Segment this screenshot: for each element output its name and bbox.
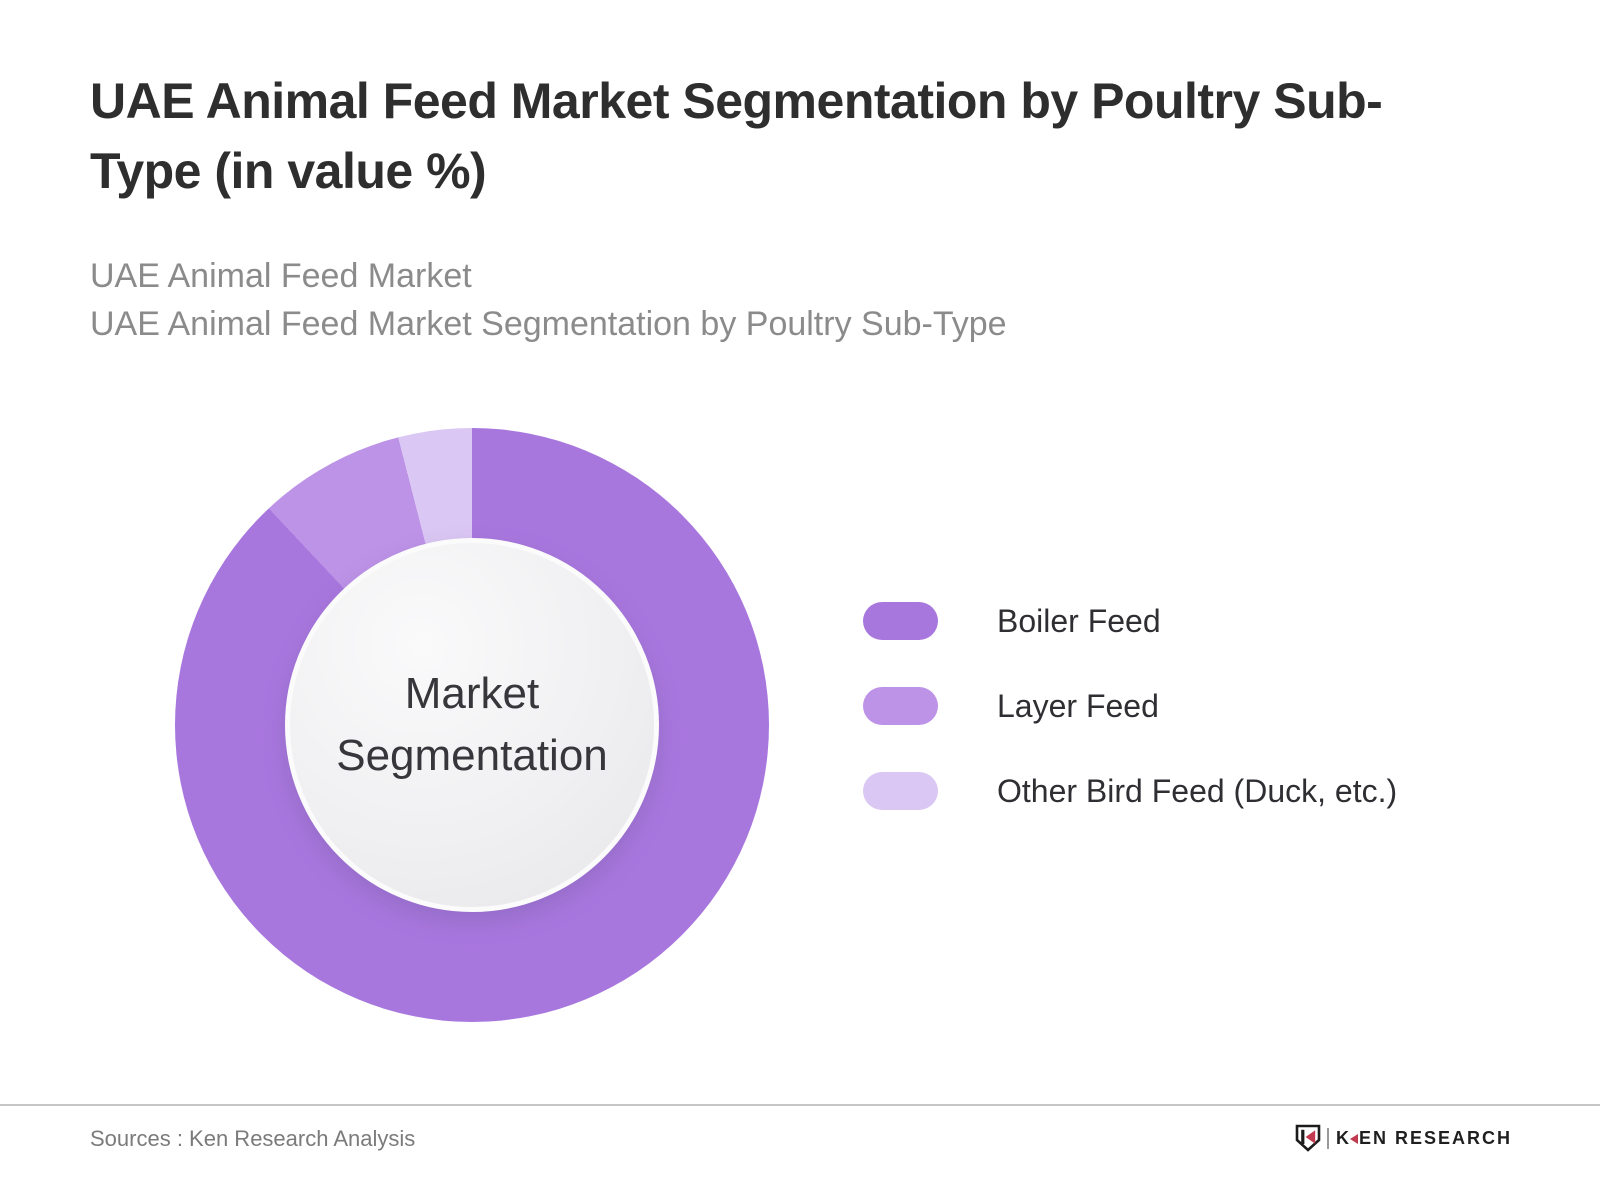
legend-item: Boiler Feed — [863, 602, 1397, 640]
legend-swatch-layer-feed — [863, 687, 938, 725]
legend-item: Layer Feed — [863, 687, 1397, 725]
page-title-line1: UAE Animal Feed Market Segmentation by P… — [90, 73, 1383, 129]
ken-logo-shield-icon — [1295, 1124, 1321, 1152]
logo-text-rest: EN RESEARCH — [1359, 1127, 1513, 1148]
footer-divider — [0, 1104, 1600, 1106]
logo-red-triangle-icon — [1350, 1133, 1358, 1144]
donut-center-label-line2: Segmentation — [336, 731, 608, 780]
legend-swatch-boiler-feed — [863, 602, 938, 640]
logo-divider — [1327, 1127, 1329, 1149]
legend-label: Other Bird Feed (Duck, etc.) — [997, 772, 1398, 809]
chart-subtitle: UAE Animal Feed Market UAE Animal Feed M… — [90, 252, 1550, 348]
ken-research-logo: K EN RESEARCH — [1295, 1124, 1512, 1152]
logo-text: K EN RESEARCH — [1336, 1128, 1512, 1149]
chart-subtitle-line2: UAE Animal Feed Market Segmentation by P… — [90, 305, 1007, 343]
donut-center-label-line1: Market — [404, 669, 540, 718]
legend-label: Layer Feed — [997, 687, 1159, 724]
legend-label: Boiler Feed — [997, 602, 1161, 639]
page-title: UAE Animal Feed Market Segmentation by P… — [90, 66, 1550, 206]
donut-hole: Market Segmentation — [285, 538, 659, 912]
donut-chart: Market Segmentation — [175, 428, 769, 1022]
logo-text-k: K — [1336, 1127, 1351, 1148]
chart-legend: Boiler Feed Layer Feed Other Bird Feed (… — [863, 602, 1397, 810]
page-title-line2: Type (in value %) — [90, 143, 487, 199]
legend-item: Other Bird Feed (Duck, etc.) — [863, 772, 1397, 810]
donut-center-label: Market Segmentation — [292, 663, 652, 787]
legend-swatch-other-bird-feed — [863, 772, 938, 810]
sources-text: Sources : Ken Research Analysis — [90, 1126, 416, 1151]
chart-subtitle-line1: UAE Animal Feed Market — [90, 257, 472, 295]
